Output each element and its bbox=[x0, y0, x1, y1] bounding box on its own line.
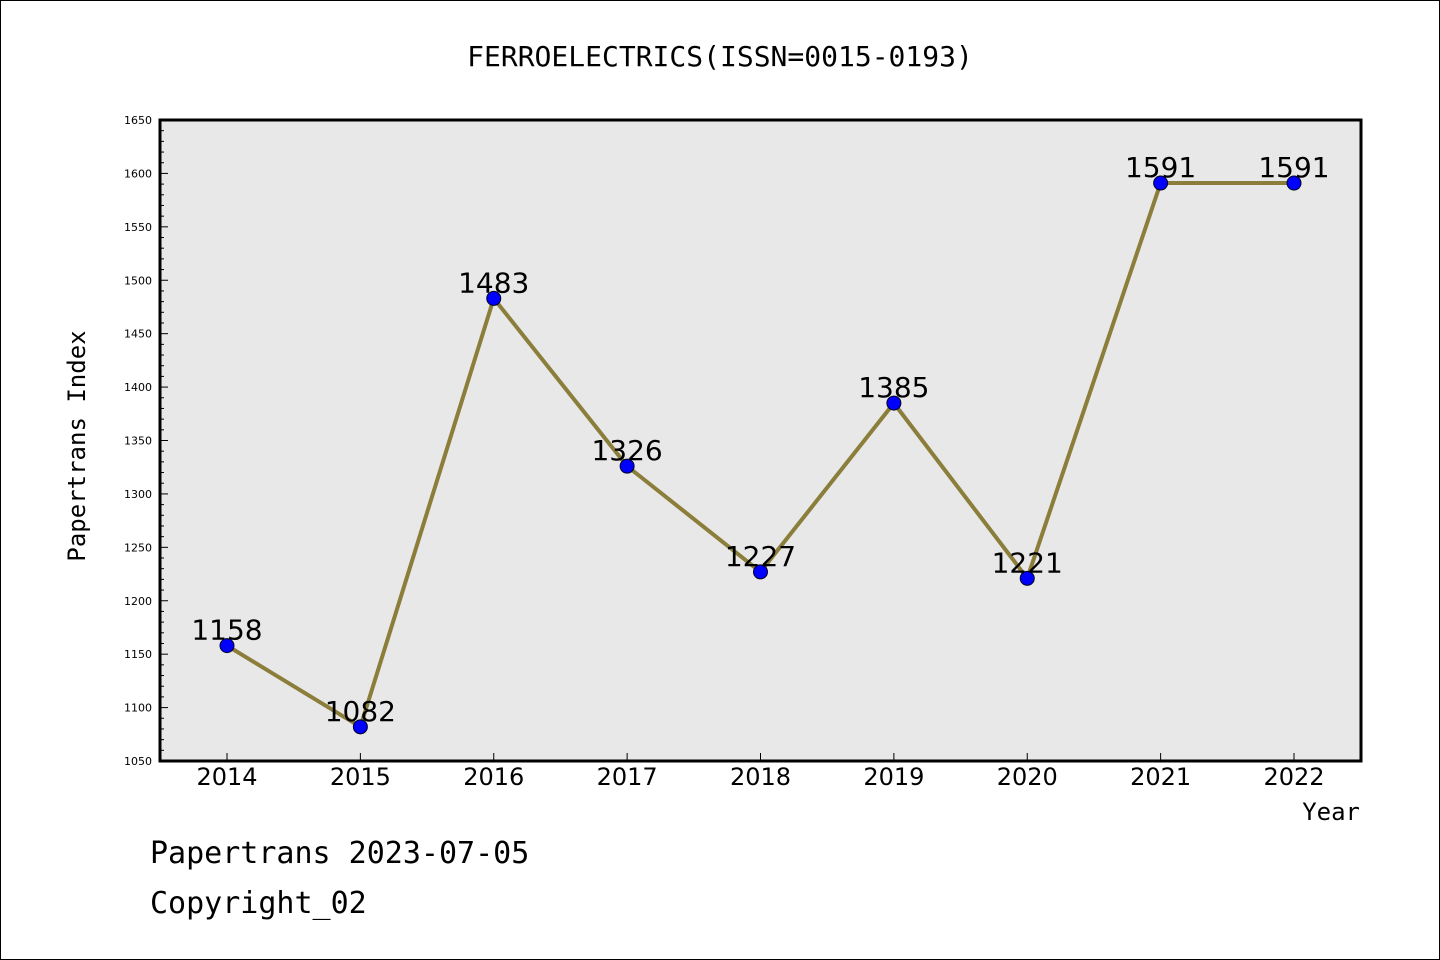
data-label: 1591 bbox=[1258, 151, 1329, 184]
data-point bbox=[1153, 175, 1169, 191]
x-tick-label: 2021 bbox=[1130, 763, 1191, 791]
y-tick-label: 1350 bbox=[124, 435, 152, 448]
data-label: 1158 bbox=[191, 614, 262, 647]
y-tick-label: 1550 bbox=[124, 221, 152, 234]
data-label: 1326 bbox=[591, 434, 662, 467]
x-tick-label: 2018 bbox=[730, 763, 791, 791]
y-tick-label: 1450 bbox=[124, 328, 152, 341]
x-tick-label: 2022 bbox=[1263, 763, 1324, 791]
data-label: 1227 bbox=[725, 540, 796, 573]
data-point bbox=[1019, 570, 1035, 586]
y-tick-label: 1050 bbox=[124, 755, 152, 768]
plot-area bbox=[158, 118, 1363, 763]
chart-title: FERROELECTRICS(ISSN=0015-0193) bbox=[467, 40, 973, 73]
data-label: 1591 bbox=[1125, 151, 1196, 184]
x-axis: 2014 2015 2016 2017 2018 2019 2020 2021 2022 bbox=[196, 753, 1325, 791]
data-point bbox=[486, 290, 502, 306]
data-point bbox=[753, 564, 768, 580]
y-tick-label: 1600 bbox=[124, 167, 152, 180]
x-tick-label: 2020 bbox=[997, 763, 1058, 791]
y-tick-label: 1250 bbox=[124, 541, 152, 554]
data-label: 1483 bbox=[458, 266, 529, 299]
data-labels: 1158 1082 1483 1326 1227 1385 1221 1591 1591 bbox=[191, 151, 1329, 728]
data-point bbox=[619, 458, 635, 474]
data-point bbox=[1286, 175, 1302, 191]
data-point bbox=[886, 395, 902, 411]
footer-copyright: Copyright_02 bbox=[150, 886, 367, 921]
x-tick-label: 2019 bbox=[863, 763, 924, 791]
y-tick-label: 1500 bbox=[124, 274, 152, 287]
data-label: 1082 bbox=[325, 695, 396, 728]
y-tick-label: 1200 bbox=[124, 595, 152, 608]
footer-date: Papertrans 2023-07-05 bbox=[150, 836, 529, 871]
series-papertrans-index bbox=[219, 175, 1302, 735]
y-axis-label: Papertrans Index bbox=[63, 330, 91, 561]
x-axis-label: Year bbox=[1302, 798, 1360, 826]
x-tick-label: 2015 bbox=[330, 763, 391, 791]
x-tick-label: 2016 bbox=[463, 763, 524, 791]
data-point bbox=[352, 719, 368, 735]
data-label: 1221 bbox=[992, 546, 1063, 579]
x-tick-label: 2017 bbox=[597, 763, 658, 791]
y-tick-label: 1400 bbox=[124, 381, 152, 394]
data-point bbox=[219, 638, 235, 654]
y-tick-label: 1650 bbox=[124, 114, 152, 127]
data-label: 1385 bbox=[858, 371, 929, 404]
y-tick-label: 1300 bbox=[124, 488, 152, 501]
y-tick-label: 1150 bbox=[124, 648, 152, 661]
y-tick-label: 1100 bbox=[124, 702, 152, 715]
y-axis: 1050 1100 1150 1200 1250 1300 1350 1400 1450 1500… bbox=[124, 114, 168, 768]
x-tick-label: 2014 bbox=[196, 763, 257, 791]
